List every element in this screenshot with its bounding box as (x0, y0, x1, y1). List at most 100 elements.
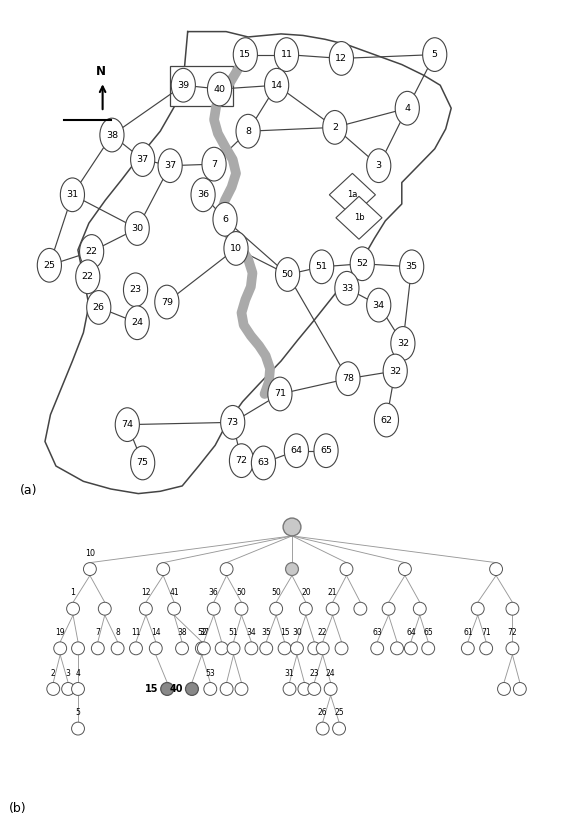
Text: 62: 62 (380, 416, 392, 424)
Text: 22: 22 (86, 247, 98, 256)
Circle shape (131, 446, 155, 480)
Text: 61: 61 (463, 628, 472, 637)
Text: 72: 72 (235, 457, 248, 465)
Text: 64: 64 (290, 447, 303, 455)
Circle shape (72, 722, 85, 735)
Circle shape (382, 603, 395, 615)
Circle shape (461, 642, 474, 655)
Circle shape (399, 250, 424, 284)
Circle shape (336, 362, 360, 396)
Text: 19: 19 (55, 628, 65, 637)
Circle shape (489, 563, 502, 575)
Circle shape (54, 642, 67, 655)
Circle shape (383, 354, 407, 388)
Circle shape (100, 118, 124, 152)
Text: 38: 38 (177, 628, 187, 637)
Text: 74: 74 (121, 420, 133, 429)
Text: 37: 37 (199, 628, 208, 637)
Text: 22: 22 (82, 272, 94, 281)
Circle shape (350, 247, 374, 281)
Text: 14: 14 (270, 81, 283, 90)
Text: 23: 23 (310, 668, 319, 677)
Circle shape (395, 91, 419, 125)
Text: 2: 2 (51, 668, 55, 677)
Text: 71: 71 (481, 628, 491, 637)
Circle shape (308, 682, 321, 696)
Text: 50: 50 (272, 588, 281, 598)
Circle shape (207, 72, 232, 106)
Text: 26: 26 (318, 708, 328, 717)
Circle shape (278, 642, 291, 655)
Circle shape (329, 42, 353, 76)
Circle shape (270, 603, 283, 615)
Circle shape (374, 403, 398, 437)
Text: 15: 15 (145, 684, 158, 694)
Text: 36: 36 (197, 190, 209, 199)
Circle shape (335, 642, 348, 655)
Circle shape (283, 682, 296, 696)
Text: 40: 40 (214, 85, 225, 94)
Polygon shape (336, 197, 382, 239)
Circle shape (471, 603, 484, 615)
Circle shape (76, 260, 100, 294)
Circle shape (37, 248, 61, 282)
Circle shape (371, 642, 384, 655)
Text: 52: 52 (356, 259, 369, 268)
Circle shape (260, 642, 273, 655)
Text: 63: 63 (373, 628, 382, 637)
Text: 31: 31 (285, 668, 294, 677)
Text: 6: 6 (222, 215, 228, 224)
Text: 10: 10 (230, 244, 242, 253)
Text: 25: 25 (43, 261, 55, 270)
Circle shape (317, 642, 329, 655)
Text: 51: 51 (229, 628, 238, 637)
Text: 15: 15 (239, 50, 251, 59)
Circle shape (125, 306, 150, 339)
Text: 26: 26 (93, 303, 105, 312)
Circle shape (367, 288, 391, 322)
Text: 40: 40 (169, 684, 183, 694)
Text: 79: 79 (161, 298, 173, 306)
Circle shape (158, 149, 182, 183)
Circle shape (62, 682, 75, 696)
Circle shape (286, 563, 298, 575)
Circle shape (284, 434, 308, 467)
Text: 1b: 1b (354, 213, 364, 222)
Circle shape (479, 642, 493, 655)
Text: 34: 34 (373, 300, 385, 310)
Circle shape (335, 271, 359, 305)
Text: 35: 35 (406, 262, 418, 271)
Circle shape (207, 603, 220, 615)
Circle shape (98, 603, 111, 615)
Circle shape (268, 377, 292, 411)
Text: 2: 2 (332, 123, 338, 132)
Text: 24: 24 (326, 668, 335, 677)
Text: 22: 22 (318, 628, 328, 637)
Circle shape (235, 682, 248, 696)
Text: 15: 15 (280, 628, 290, 637)
Circle shape (317, 722, 329, 735)
Circle shape (86, 290, 111, 325)
Circle shape (84, 563, 96, 575)
Text: (a): (a) (20, 484, 38, 496)
Circle shape (290, 642, 304, 655)
Circle shape (308, 642, 321, 655)
Circle shape (111, 642, 124, 655)
Text: 5: 5 (432, 50, 438, 59)
Circle shape (176, 642, 189, 655)
Circle shape (72, 682, 85, 696)
Text: 25: 25 (334, 708, 344, 717)
Text: 7: 7 (211, 159, 217, 168)
Text: 14: 14 (151, 628, 161, 637)
Circle shape (171, 68, 196, 102)
Circle shape (391, 642, 404, 655)
Circle shape (498, 682, 510, 696)
Text: 38: 38 (106, 130, 118, 139)
Text: 12: 12 (335, 54, 347, 63)
Text: 65: 65 (423, 628, 433, 637)
Text: 50: 50 (237, 588, 246, 598)
Circle shape (276, 257, 300, 291)
Text: 8: 8 (115, 628, 120, 637)
Text: 8: 8 (245, 127, 251, 135)
Text: (b): (b) (9, 802, 26, 815)
